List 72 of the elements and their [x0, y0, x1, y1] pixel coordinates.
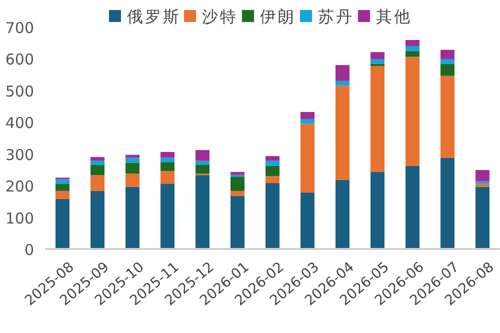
bar [196, 175, 210, 249]
bar [160, 170, 174, 184]
bar [230, 190, 244, 196]
bar [476, 184, 490, 187]
bar [336, 65, 350, 81]
bar [406, 56, 420, 166]
bar [126, 162, 140, 174]
bar [90, 157, 104, 161]
bar [476, 186, 490, 249]
bar [440, 158, 454, 249]
bar [476, 181, 490, 184]
bar [440, 76, 454, 158]
bar [266, 166, 280, 176]
legend-label: 伊朗 [260, 7, 296, 26]
legend-label: 沙特 [202, 7, 238, 26]
bar [90, 175, 104, 191]
bar [126, 158, 140, 163]
bar [336, 86, 350, 180]
bar [160, 184, 174, 249]
y-tick-label: 200 [5, 178, 34, 196]
bar [300, 112, 314, 119]
y-tick-label: 600 [5, 50, 34, 69]
bar [300, 124, 314, 193]
bar [230, 196, 244, 249]
bar [230, 172, 244, 175]
bar [90, 160, 104, 165]
bar [440, 64, 454, 76]
bar [230, 177, 244, 191]
bar [266, 183, 280, 249]
bar [370, 66, 384, 172]
bar [56, 179, 70, 184]
bar [126, 174, 140, 187]
bar [56, 198, 70, 249]
bar [90, 190, 104, 249]
bar [230, 174, 244, 178]
bar [56, 190, 70, 199]
bar [266, 160, 280, 166]
bar [266, 156, 280, 161]
bar [370, 59, 384, 64]
y-tick-label: 700 [5, 19, 34, 37]
bar [160, 152, 174, 158]
bar [300, 192, 314, 249]
bar [406, 166, 420, 249]
y-tick-label: 0 [24, 241, 34, 259]
bar [406, 51, 420, 57]
bar [440, 59, 454, 64]
bar [196, 160, 210, 165]
bar [266, 176, 280, 184]
y-tick-label: 100 [5, 209, 34, 228]
bar [406, 40, 420, 46]
bar [370, 52, 384, 60]
y-tick-label: 300 [5, 146, 34, 164]
bar [336, 180, 350, 249]
bar [370, 172, 384, 249]
legend-label: 苏丹 [318, 7, 354, 26]
bar [56, 184, 70, 191]
y-tick-label: 400 [5, 114, 34, 132]
bar [336, 80, 350, 86]
bar [90, 164, 104, 176]
bar [300, 118, 314, 124]
bar [370, 64, 384, 66]
legend-label: 俄罗斯 [127, 7, 181, 26]
bar [196, 164, 210, 174]
legend-label: 其他 [376, 7, 412, 26]
bar [196, 150, 210, 161]
bar [440, 50, 454, 60]
bar [126, 186, 140, 249]
bar [476, 170, 490, 182]
bar [406, 46, 420, 52]
bar [160, 162, 174, 171]
y-tick-label: 500 [5, 82, 34, 100]
bar [160, 158, 174, 162]
